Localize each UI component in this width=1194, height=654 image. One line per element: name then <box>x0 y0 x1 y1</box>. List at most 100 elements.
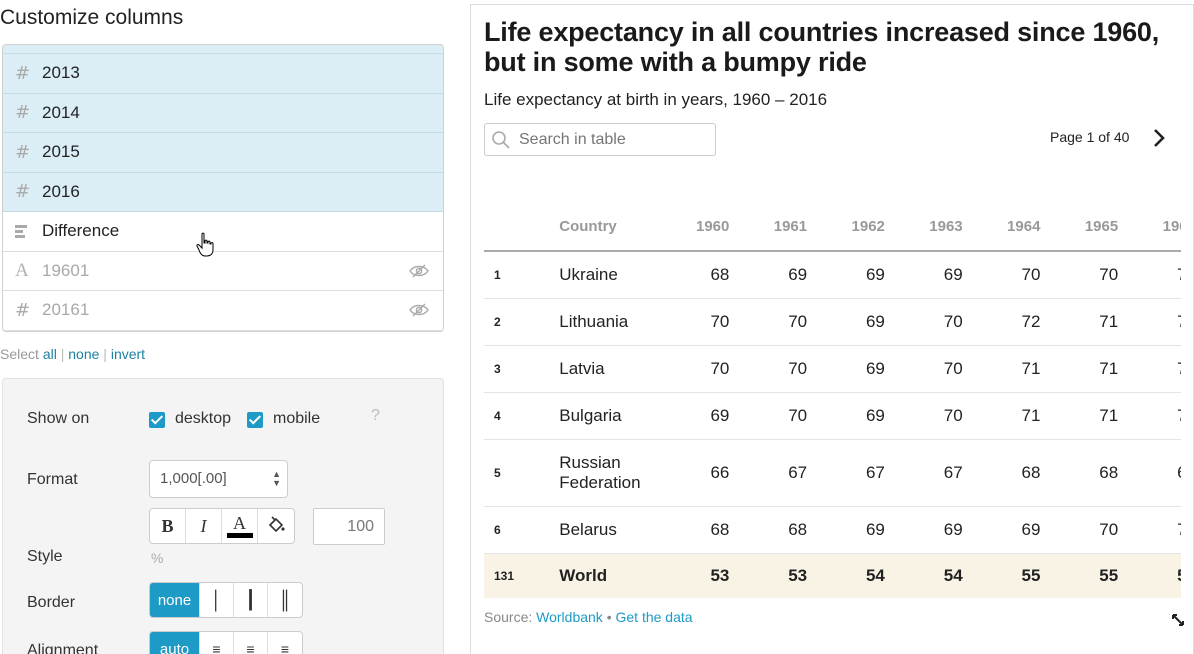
year-header[interactable]: 1962 <box>815 203 893 252</box>
year-header[interactable]: 1963 <box>892 203 971 252</box>
column-item[interactable]: #2013 <box>3 54 443 94</box>
table-preview: Life expectancy in all countries increas… <box>470 4 1194 654</box>
column-item[interactable]: #2015 <box>3 133 443 173</box>
value-cell: 70 <box>1048 506 1127 554</box>
value-cell: 70 <box>970 251 1049 299</box>
table-row: 3Latvia70706970717171 <box>484 345 1181 393</box>
column-item[interactable]: Difference <box>3 212 443 252</box>
value-cell: 69 <box>815 298 893 346</box>
rank-header[interactable] <box>484 203 560 252</box>
year-header[interactable]: 1961 <box>737 203 816 252</box>
align-left-icon: ≡ <box>212 641 221 654</box>
value-cell: 70 <box>1126 251 1181 299</box>
column-item[interactable]: A 19601 <box>3 252 443 291</box>
select-none-link[interactable]: none <box>68 346 100 362</box>
value-cell: 69 <box>737 251 816 299</box>
rank-cell: 6 <box>484 506 560 554</box>
hash-icon: # <box>15 62 31 84</box>
help-icon[interactable]: ? <box>371 407 380 424</box>
table-row: 4Bulgaria69706970717171 <box>484 392 1181 440</box>
get-data-link[interactable]: Get the data <box>615 609 693 625</box>
value-cell: 68 <box>1048 439 1127 507</box>
column-item[interactable]: #20161 <box>3 291 443 331</box>
select-arrows-icon: ▲ ▼ <box>272 469 281 488</box>
country-header[interactable]: Country <box>559 203 660 252</box>
bold-button[interactable]: B <box>150 509 186 543</box>
hidden-eye-icon[interactable] <box>409 303 429 317</box>
resize-icon[interactable] <box>1171 613 1185 627</box>
border-double-button[interactable]: ║ <box>278 589 292 610</box>
text-icon: A <box>15 259 29 281</box>
align-center-button[interactable]: ≡ <box>234 632 268 654</box>
value-cell: 68 <box>737 506 816 554</box>
border-buttons: none │ ┃ ║ <box>149 582 303 618</box>
column-list[interactable]: #2013 #2014 #2015 #2016 Difference A 19601 #201… <box>2 44 444 332</box>
select-all-link[interactable]: all <box>42 346 57 362</box>
year-header[interactable]: 1966 <box>1126 203 1181 252</box>
align-auto-button[interactable]: auto <box>150 632 200 654</box>
chart-subtitle: Life expectancy at birth in years, 1960 … <box>484 90 828 109</box>
value-cell: 69 <box>815 392 893 440</box>
value-cell: 70 <box>892 392 971 440</box>
year-header[interactable]: 1965 <box>1048 203 1127 252</box>
column-item-label: 20161 <box>42 300 90 320</box>
value-cell: 70 <box>737 298 816 346</box>
page-indicator: Page 1 of 40 <box>1050 129 1130 145</box>
value-cell: 67 <box>737 439 816 507</box>
format-select[interactable]: 1,000[.00] ▲ ▼ <box>149 460 288 498</box>
align-left-button[interactable]: ≡ <box>200 632 234 654</box>
select-invert-link[interactable]: invert <box>110 346 146 362</box>
value-cell: 56 <box>1126 553 1181 598</box>
source-separator: • <box>606 609 612 625</box>
border-thick-button[interactable]: ┃ <box>234 583 268 617</box>
next-page-icon[interactable] <box>1151 126 1167 150</box>
italic-button[interactable]: I <box>186 509 222 543</box>
column-settings: Show on desktop mobile ? Format 1,000[.0… <box>2 378 444 654</box>
value-cell: 53 <box>737 553 816 598</box>
hand-cursor-icon <box>196 232 214 257</box>
value-cell: 71 <box>1126 345 1181 393</box>
country-cell: Belarus <box>559 506 660 554</box>
hash-icon: # <box>15 299 31 321</box>
hash-icon: # <box>15 181 31 203</box>
text-color-button[interactable]: A <box>222 509 258 543</box>
mobile-checkbox[interactable] <box>247 412 263 428</box>
value-cell: 70 <box>1126 506 1181 554</box>
highlight-row: 131World53535454555556 <box>484 553 1181 598</box>
source-link[interactable]: Worldbank <box>536 609 603 625</box>
value-cell: 66 <box>659 439 738 507</box>
column-item-label: 2016 <box>42 181 80 201</box>
fill-color-button[interactable] <box>258 509 294 543</box>
value-cell: 68 <box>659 506 738 554</box>
border-none-button[interactable]: none <box>150 583 200 617</box>
value-cell: 68 <box>970 439 1049 507</box>
value-cell: 70 <box>659 345 738 393</box>
rank-cell: 131 <box>484 553 560 598</box>
value-cell: 71 <box>1048 345 1127 393</box>
show-on-label: Show on <box>27 410 90 427</box>
column-item[interactable]: #2014 <box>3 93 443 133</box>
align-right-button[interactable]: ≡ <box>268 632 302 654</box>
value-cell: 70 <box>1048 251 1127 299</box>
year-header[interactable]: 1964 <box>970 203 1049 252</box>
format-label: Format <box>27 471 78 488</box>
value-cell: 69 <box>892 506 971 554</box>
hidden-eye-icon[interactable] <box>409 264 429 278</box>
value-cell: 69 <box>659 392 738 440</box>
desktop-checkbox[interactable] <box>149 412 165 428</box>
country-cell: Bulgaria <box>559 392 660 440</box>
column-item-label: 2015 <box>42 142 80 162</box>
value-cell: 69 <box>815 251 893 299</box>
table-search[interactable] <box>484 123 716 156</box>
year-header[interactable]: 1960 <box>659 203 738 252</box>
style-value-input[interactable]: 100 <box>313 508 385 545</box>
border-thin-button[interactable]: │ <box>200 583 234 617</box>
value-cell: 68 <box>1126 439 1181 507</box>
panel-title: Customize columns <box>0 6 184 29</box>
column-item[interactable]: #2016 <box>3 172 443 212</box>
country-cell: Ukraine <box>559 251 660 299</box>
value-cell: 71 <box>970 392 1049 440</box>
bars-icon <box>15 224 37 238</box>
search-input[interactable] <box>519 130 709 149</box>
